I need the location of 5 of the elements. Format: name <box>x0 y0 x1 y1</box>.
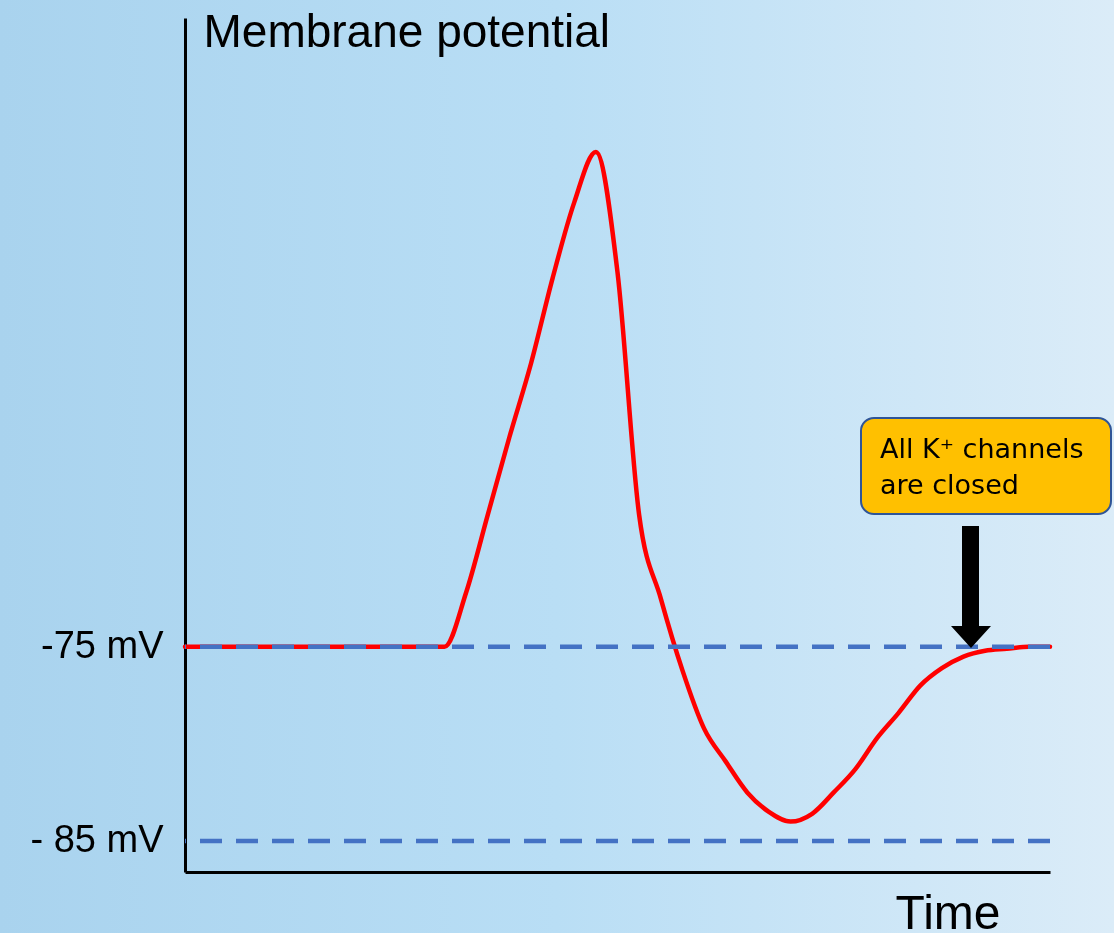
y-tick-label: - 85 mV <box>30 818 165 861</box>
annotation: All K⁺ channels are closed <box>860 417 1112 515</box>
y-tick-label: -75 mV <box>41 624 165 667</box>
x-axis-title: Time <box>895 885 1001 933</box>
y-axis-title: Membrane potential <box>203 4 611 57</box>
